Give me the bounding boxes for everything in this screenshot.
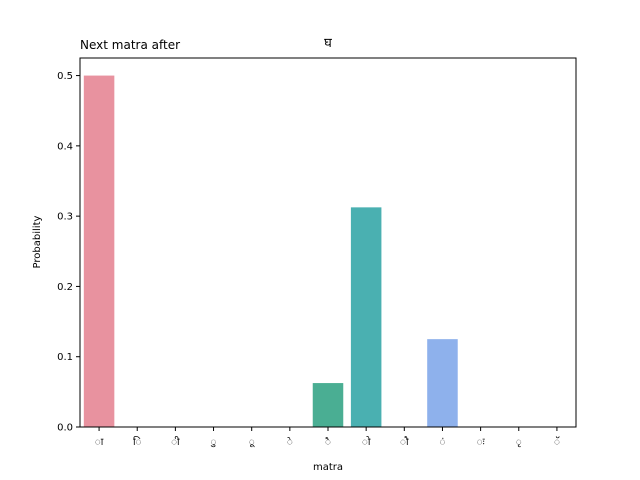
y-axis-label: Probability [32,215,43,268]
x-tick-label: ौ [400,436,409,448]
bar-0 [83,75,115,428]
x-tick-label: ृ [516,437,522,448]
x-tick-label: ा [95,437,104,448]
bar-6 [312,383,344,427]
x-tick-label: ॅ [554,436,560,448]
y-tick-label: 0.2 [57,282,73,293]
x-tick-label: ू [249,437,256,448]
x-axis: ािीुूेैोौंःृॅ [95,427,560,448]
y-tick-label: 0.4 [57,141,73,152]
chart-title-left: Next matra after [80,38,180,52]
x-tick-label: ः [477,437,486,448]
y-tick-label: 0.5 [57,71,73,82]
y-axis: 0.0 0.1 0.2 0.3 0.4 0.5 [57,71,80,434]
x-tick-label: ि [133,436,142,448]
x-tick-label: ी [171,436,180,448]
bar-9 [427,339,458,427]
x-tick-label: े [287,437,293,448]
bar-7 [350,207,382,427]
chart-title-center: घ [324,36,332,51]
y-tick-label: 0.0 [57,423,73,434]
x-tick-label: ो [362,436,371,448]
plot-frame [79,57,577,428]
x-tick-label: ु [210,437,216,448]
x-axis-label: matra [313,462,343,473]
y-tick-label: 0.1 [57,352,73,363]
y-tick-label: 0.3 [57,212,73,223]
x-tick-label: ै [325,437,331,448]
x-tick-label: ं [439,437,445,448]
bars-group [83,75,458,428]
